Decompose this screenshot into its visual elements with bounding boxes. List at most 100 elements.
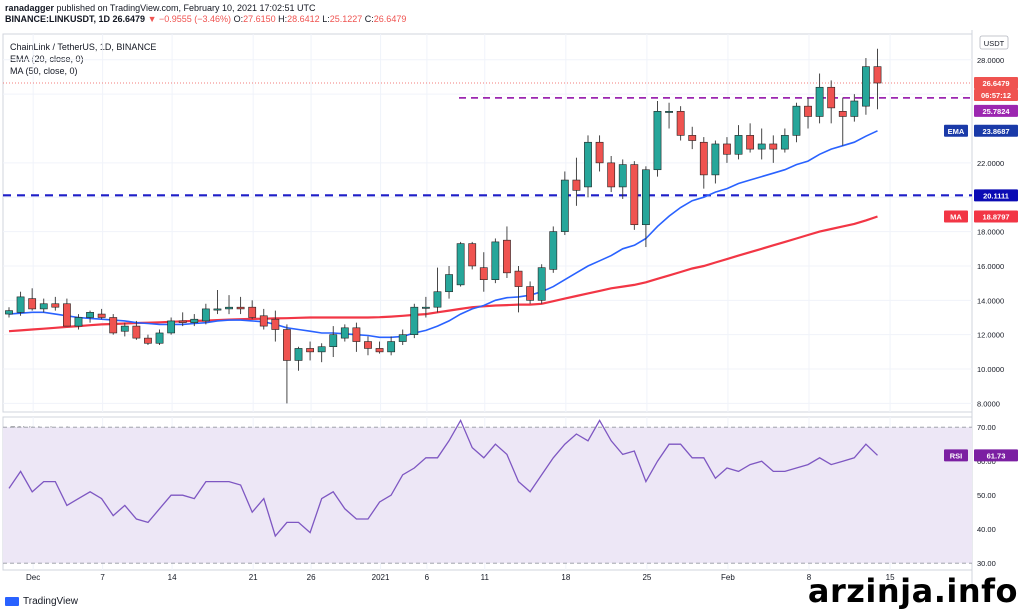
countdown-badge: 06:57:12 <box>981 91 1011 100</box>
candle <box>769 135 778 163</box>
candle-body <box>549 231 558 270</box>
chart-title[interactable]: ChainLink / TetherUS, 1D, BINANCE <box>10 42 157 52</box>
candle <box>294 346 303 371</box>
rsi-tick-label: 70.00 <box>977 423 996 432</box>
price-tick-label: 10.0000 <box>977 365 1004 374</box>
candle <box>746 123 755 153</box>
price-tick-label: 12.0000 <box>977 331 1004 340</box>
symbol: BINANCE:LINKUSDT, 1D <box>5 14 111 24</box>
x-tick-label: Dec <box>26 573 40 582</box>
candle <box>537 264 546 304</box>
candle <box>734 125 743 160</box>
price-tick-label: 22.0000 <box>977 159 1004 168</box>
candle-body <box>375 348 384 353</box>
candle <box>28 288 37 311</box>
close-value: 26.6479 <box>373 14 407 24</box>
candle-body <box>5 310 13 315</box>
candle-body <box>213 308 222 311</box>
candle-body <box>97 313 106 318</box>
candle <box>340 324 349 342</box>
ma-tag-bg <box>944 210 968 223</box>
candle <box>688 126 697 150</box>
candle-body <box>433 291 442 308</box>
candle-body <box>109 317 118 334</box>
candle-body <box>16 296 25 313</box>
price-badge-bg <box>974 77 1018 90</box>
candle <box>630 161 639 230</box>
candle <box>873 48 882 110</box>
candle <box>838 97 847 146</box>
ma-value-badge-bg <box>974 210 1018 223</box>
candle-body <box>503 239 511 274</box>
close-label: C: <box>364 14 374 24</box>
candle <box>607 155 616 193</box>
rsi-tick-label: 30.00 <box>977 559 996 568</box>
candle <box>549 226 558 273</box>
candle-body <box>665 111 673 113</box>
candle <box>167 317 176 335</box>
candle-body <box>132 325 141 339</box>
candle-body <box>352 327 361 342</box>
ema-tag: EMA <box>948 127 965 136</box>
candle <box>74 314 83 330</box>
price-change: ▼ −0.9555 (−3.46%) <box>147 14 232 24</box>
candle-body <box>769 143 778 150</box>
candle <box>86 310 94 323</box>
candle-body <box>491 241 500 280</box>
candle-body <box>410 306 419 335</box>
price-tick-label: 14.0000 <box>977 296 1004 305</box>
candle <box>468 241 477 270</box>
candle <box>850 94 859 122</box>
candle <box>572 157 581 206</box>
candle <box>560 171 569 236</box>
candle-body <box>167 320 176 334</box>
candle <box>410 303 419 339</box>
candle <box>144 334 152 345</box>
candle-body <box>676 111 685 136</box>
ma-tag: MA <box>950 212 962 221</box>
candle-body <box>618 164 627 188</box>
published-text: published on TradingView.com, February 1… <box>56 3 316 13</box>
candle-body <box>838 111 847 117</box>
candle <box>271 310 280 342</box>
support-badge-bg <box>974 189 1018 202</box>
candle <box>5 307 13 318</box>
candle <box>306 341 314 361</box>
candle <box>757 128 766 160</box>
candle <box>711 140 720 184</box>
candle-body <box>306 348 314 353</box>
tradingview-logo[interactable]: TradingView <box>5 596 78 607</box>
candle <box>352 322 361 352</box>
rsi-value-badge: 61.73 <box>987 451 1006 460</box>
candle <box>190 314 199 327</box>
high-value: 28.6412 <box>287 14 320 24</box>
rsi-tag: RSI <box>950 451 963 460</box>
ema-legend[interactable]: EMA (20, close, 0) <box>10 54 84 64</box>
candle <box>283 324 291 404</box>
rsi-tag-bg <box>944 449 968 462</box>
candle <box>699 137 708 189</box>
candle-body <box>653 111 662 171</box>
resistance-badge: 25.7824 <box>982 107 1010 116</box>
x-tick-label: 8 <box>807 573 812 582</box>
candle-body <box>711 143 720 176</box>
candle <box>62 298 71 327</box>
price-panel <box>2 33 973 413</box>
candle-body <box>804 105 812 117</box>
publish-line: ranadagger published on TradingView.com,… <box>5 3 316 13</box>
candle-body <box>259 315 268 327</box>
candle-body <box>780 135 789 150</box>
candle-body <box>225 306 233 310</box>
ema-value-badge-bg <box>974 124 1018 137</box>
candle <box>39 298 48 313</box>
candle-body <box>514 270 523 287</box>
candle <box>618 159 627 199</box>
candle <box>387 336 396 356</box>
ma-legend[interactable]: MA (50, close, 0) <box>10 66 78 76</box>
candle-body <box>456 243 465 286</box>
candle-body <box>51 303 60 308</box>
x-tick-label: 15 <box>886 573 895 582</box>
candle <box>827 80 836 124</box>
candle-body <box>468 243 477 267</box>
